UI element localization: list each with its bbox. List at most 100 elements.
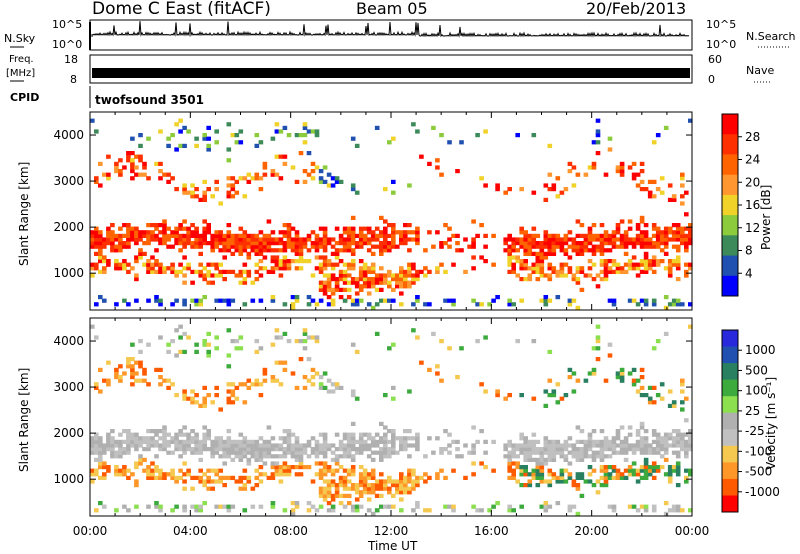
velocity-cell xyxy=(154,432,159,437)
power-cell xyxy=(551,241,557,246)
power-cell xyxy=(675,248,681,253)
power-cell xyxy=(603,172,609,177)
power-cell xyxy=(218,241,223,246)
velocity-cell xyxy=(230,339,236,344)
power-cell xyxy=(134,298,139,303)
power-cell xyxy=(290,237,296,242)
velocity-cell xyxy=(270,447,276,452)
power-cell xyxy=(635,233,641,238)
velocity-cell xyxy=(535,483,541,488)
velocity-cell xyxy=(226,508,232,513)
velocity-cell xyxy=(130,439,135,444)
velocity-cell xyxy=(531,396,537,401)
velocity-cell xyxy=(126,364,131,369)
velocity-cell xyxy=(603,454,609,459)
velocity-cell xyxy=(258,447,264,452)
velocity-cell xyxy=(242,439,248,444)
power-cell xyxy=(138,158,143,163)
velocity-cell xyxy=(114,468,119,473)
velocity-cell xyxy=(684,432,689,437)
velocity-cell xyxy=(190,504,195,509)
power-cell xyxy=(571,244,577,249)
velocity-cell xyxy=(511,461,516,466)
power-cell xyxy=(543,273,549,278)
velocity-cell xyxy=(282,461,288,466)
power-cell xyxy=(350,226,356,231)
power-cell xyxy=(358,226,364,231)
velocity-cell xyxy=(138,364,143,369)
power-cell xyxy=(282,161,288,166)
velocity-cell xyxy=(310,375,316,380)
power-cell xyxy=(443,269,448,274)
power-cell xyxy=(515,255,520,260)
velocity-cell xyxy=(314,443,320,448)
power-cell xyxy=(202,226,207,231)
velocity-cell xyxy=(170,436,175,441)
power-cell xyxy=(623,230,629,235)
power-cell xyxy=(615,223,621,228)
velocity-cell xyxy=(206,349,211,354)
power-cell xyxy=(615,269,621,274)
velocity-cell xyxy=(366,490,372,495)
power-cell xyxy=(346,266,352,271)
velocity-cell xyxy=(527,443,533,448)
velocity-cell xyxy=(126,429,131,434)
power-cell xyxy=(90,237,95,242)
velocity-cell xyxy=(238,447,244,452)
velocity-cell xyxy=(635,443,641,448)
velocity-cell xyxy=(158,429,163,434)
velocity-cell xyxy=(399,479,404,484)
velocity-cell xyxy=(507,443,512,448)
power-cell xyxy=(262,255,268,260)
velocity-cell xyxy=(511,454,516,459)
velocity-cell xyxy=(342,468,348,473)
power-cell xyxy=(374,277,380,282)
velocity-cell xyxy=(238,382,244,387)
velocity-cell xyxy=(411,436,416,441)
velocity-cell xyxy=(655,450,661,455)
velocity-cell xyxy=(366,497,372,502)
y-tick-label: 1000 xyxy=(53,472,84,486)
power-cell xyxy=(182,273,187,278)
velocity-cell xyxy=(531,457,537,462)
power-cell xyxy=(262,165,268,170)
power-cell xyxy=(98,233,103,238)
velocity-cell xyxy=(511,450,516,455)
velocity-cell xyxy=(667,508,673,513)
velocity-cell xyxy=(643,450,649,455)
power-cell xyxy=(399,302,404,307)
power-cell xyxy=(623,251,629,256)
velocity-cell xyxy=(286,429,292,434)
power-cell xyxy=(202,277,207,282)
velocity-cell xyxy=(475,508,480,513)
velocity-cell xyxy=(302,375,308,380)
power-cell xyxy=(675,277,681,282)
velocity-cell xyxy=(330,382,336,387)
velocity-cell xyxy=(158,504,163,509)
power-cell xyxy=(567,161,573,166)
power-cell xyxy=(603,230,609,235)
velocity-cell xyxy=(182,447,187,452)
velocity-cell xyxy=(639,385,645,390)
power-cell xyxy=(551,183,557,188)
velocity-cell xyxy=(166,342,171,347)
velocity-cell xyxy=(579,439,585,444)
velocity-cell xyxy=(471,443,476,448)
power-cell xyxy=(178,248,183,253)
power-cell xyxy=(391,273,396,278)
power-cell xyxy=(571,277,577,282)
velocity-cell xyxy=(274,454,280,459)
power-cell xyxy=(158,298,163,303)
velocity-cell xyxy=(150,429,155,434)
power-cell xyxy=(114,237,119,242)
power-cell xyxy=(130,226,135,231)
velocity-cell xyxy=(310,436,316,441)
velocity-cell xyxy=(278,443,284,448)
velocity-cell xyxy=(102,475,107,480)
power-cell xyxy=(543,295,549,300)
velocity-cell xyxy=(595,479,601,484)
power-cell xyxy=(158,223,163,228)
velocity-cell xyxy=(202,483,207,488)
velocity-cell xyxy=(391,396,396,401)
power-cell xyxy=(134,255,139,260)
